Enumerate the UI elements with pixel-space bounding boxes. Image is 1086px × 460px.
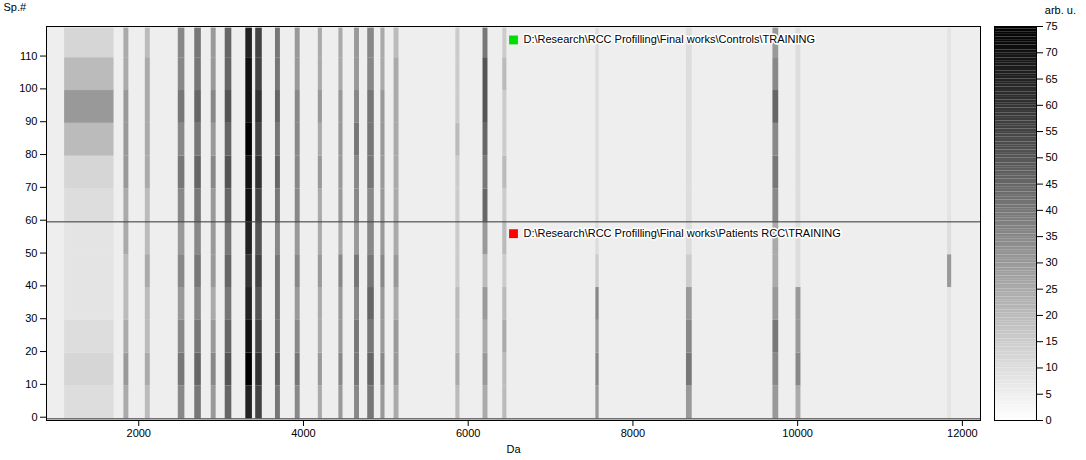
svg-text:50: 50 bbox=[25, 247, 37, 259]
svg-text:75: 75 bbox=[1046, 20, 1058, 32]
svg-text:4000: 4000 bbox=[291, 427, 315, 439]
svg-text:110: 110 bbox=[20, 50, 38, 62]
svg-text:70: 70 bbox=[25, 181, 37, 193]
svg-text:100: 100 bbox=[19, 82, 37, 94]
svg-text:25: 25 bbox=[1046, 283, 1058, 295]
svg-text:60: 60 bbox=[25, 214, 37, 226]
svg-text:0: 0 bbox=[31, 411, 37, 423]
svg-text:12000: 12000 bbox=[947, 427, 978, 439]
svg-text:80: 80 bbox=[25, 148, 37, 160]
svg-text:35: 35 bbox=[1046, 230, 1058, 242]
svg-text:5: 5 bbox=[1046, 388, 1052, 400]
svg-text:60: 60 bbox=[1046, 99, 1058, 111]
svg-text:D:\Research\RCC Profilling\Fin: D:\Research\RCC Profilling\Final works\C… bbox=[524, 33, 816, 45]
svg-text:10: 10 bbox=[1046, 361, 1058, 373]
svg-text:30: 30 bbox=[25, 312, 37, 324]
svg-text:Sp.#: Sp.# bbox=[4, 1, 28, 13]
svg-text:Da: Da bbox=[506, 443, 521, 455]
svg-text:40: 40 bbox=[1046, 204, 1058, 216]
svg-text:6000: 6000 bbox=[456, 427, 480, 439]
svg-text:90: 90 bbox=[25, 115, 37, 127]
svg-text:40: 40 bbox=[25, 279, 37, 291]
svg-text:D:\Research\RCC Profilling\Fin: D:\Research\RCC Profilling\Final works\P… bbox=[524, 227, 841, 239]
svg-text:10: 10 bbox=[25, 378, 37, 390]
svg-text:20: 20 bbox=[25, 345, 37, 357]
svg-text:50: 50 bbox=[1046, 151, 1058, 163]
svg-text:20: 20 bbox=[1046, 309, 1058, 321]
svg-text:10000: 10000 bbox=[782, 427, 813, 439]
svg-text:15: 15 bbox=[1046, 335, 1058, 347]
svg-text:8000: 8000 bbox=[621, 427, 645, 439]
svg-text:30: 30 bbox=[1046, 256, 1058, 268]
svg-text:65: 65 bbox=[1046, 73, 1058, 85]
svg-text:0: 0 bbox=[1046, 414, 1052, 426]
svg-text:55: 55 bbox=[1046, 125, 1058, 137]
svg-text:70: 70 bbox=[1046, 46, 1058, 58]
svg-text:2000: 2000 bbox=[127, 427, 151, 439]
svg-text:45: 45 bbox=[1046, 178, 1058, 190]
html-text:arb. u.: arb. u. bbox=[1044, 4, 1076, 16]
